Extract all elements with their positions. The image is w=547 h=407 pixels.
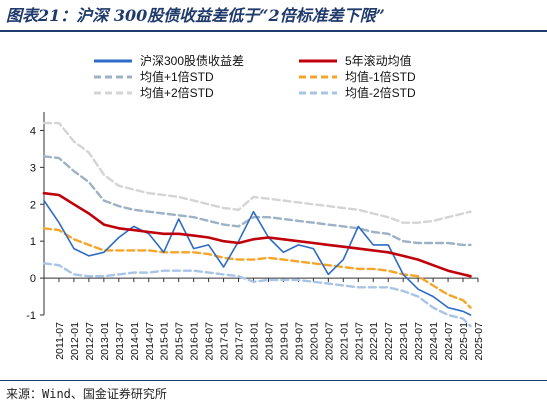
x-tick-label: 2019-01 <box>278 322 290 361</box>
x-tick-label: 2024-07 <box>443 322 455 361</box>
x-tick-label: 2025-07 <box>473 322 485 361</box>
x-tick-label: 2023-01 <box>398 322 410 361</box>
x-tick-label: 2022-01 <box>368 322 380 361</box>
legend-label-plus1: 均值+1倍STD <box>140 69 214 84</box>
y-tick-label: 2 <box>30 199 36 211</box>
legend-item-ma5y: 5年滚动均值 <box>299 53 412 68</box>
x-tick-label: 2011-07 <box>54 322 66 360</box>
x-tick-label: 2023-07 <box>413 322 425 361</box>
x-tick-label: 2015-01 <box>159 322 171 361</box>
source-note: 来源：Wind、国金证券研究所 <box>6 387 167 401</box>
legend-item-plus1: 均值+1倍STD <box>94 69 214 84</box>
x-tick-label: 2013-01 <box>99 322 111 361</box>
legend: 沪深300股债收益差 5年滚动均值 均值+1倍STD 均值-1倍STD 均值+2… <box>94 53 416 100</box>
x-tick-label: 2012-07 <box>84 322 96 361</box>
x-tick-label: 2013-07 <box>114 322 126 361</box>
legend-item-plus2: 均值+2倍STD <box>94 85 214 100</box>
title-rule <box>0 30 547 32</box>
x-tick-label: 2018-01 <box>249 322 261 361</box>
legend-item-minus2: 均值-2倍STD <box>299 85 416 100</box>
legend-label-minus1: 均值-1倍STD <box>345 69 416 84</box>
x-tick-label: 2022-07 <box>383 322 395 361</box>
chart: 沪深300股债收益差 5年滚动均值 均值+1倍STD 均值-1倍STD 均值+2… <box>26 53 485 361</box>
x-tick-label: 2018-07 <box>263 322 275 361</box>
legend-label-spread: 沪深300股债收益差 <box>140 54 244 68</box>
x-tick-label: 2017-07 <box>234 322 246 361</box>
series-spread-line <box>43 199 472 316</box>
legend-label-ma5y: 5年滚动均值 <box>345 53 412 68</box>
y-tick-label: 3 <box>30 162 36 174</box>
legend-label-plus2: 均值+2倍STD <box>140 85 214 100</box>
x-tick-label: 2015-07 <box>174 322 186 361</box>
x-tick-label: 2014-07 <box>144 322 156 361</box>
y-tick-label: 4 <box>30 125 36 137</box>
x-tick-label: 2025-01 <box>458 322 470 361</box>
x-tick-label: 2017-01 <box>219 322 231 361</box>
legend-item-minus1: 均值-1倍STD <box>299 69 416 84</box>
x-tick-label: 2020-01 <box>308 322 320 361</box>
x-tick-label: 2021-01 <box>338 322 350 361</box>
y-tick-label: 1 <box>30 236 36 248</box>
y-tick-label: -1 <box>26 310 36 322</box>
legend-label-minus2: 均值-2倍STD <box>345 85 416 100</box>
legend-item-spread: 沪深300股债收益差 <box>94 54 244 68</box>
figure-title: 图表21：沪深 300股债收益差低于“2倍标准差下限” <box>6 6 385 25</box>
x-tick-label: 2016-01 <box>189 322 201 361</box>
x-tick-label: 2014-01 <box>129 322 141 361</box>
series-minus1-std-line <box>42 227 472 309</box>
y-tick-label: 0 <box>30 273 36 285</box>
x-tick-label: 2012-01 <box>69 322 81 361</box>
x-tick-label: 2021-07 <box>353 322 365 361</box>
x-tick-label: 2019-07 <box>293 322 305 361</box>
plot-area: -1 0 1 2 3 4 2011-07 2012-01 2012-07 2013-01 2013-… <box>26 112 485 361</box>
series-plus1-std-line <box>42 155 472 247</box>
series-minus2-std-line <box>42 262 472 328</box>
x-tick-label: 2016-07 <box>204 322 216 361</box>
x-tick-label: 2024-01 <box>428 322 440 361</box>
x-tick-label: 2020-07 <box>323 322 335 361</box>
series-ma5y-line <box>42 191 472 278</box>
series-plus2-std-line <box>42 121 472 224</box>
bottom-rule <box>0 380 547 381</box>
